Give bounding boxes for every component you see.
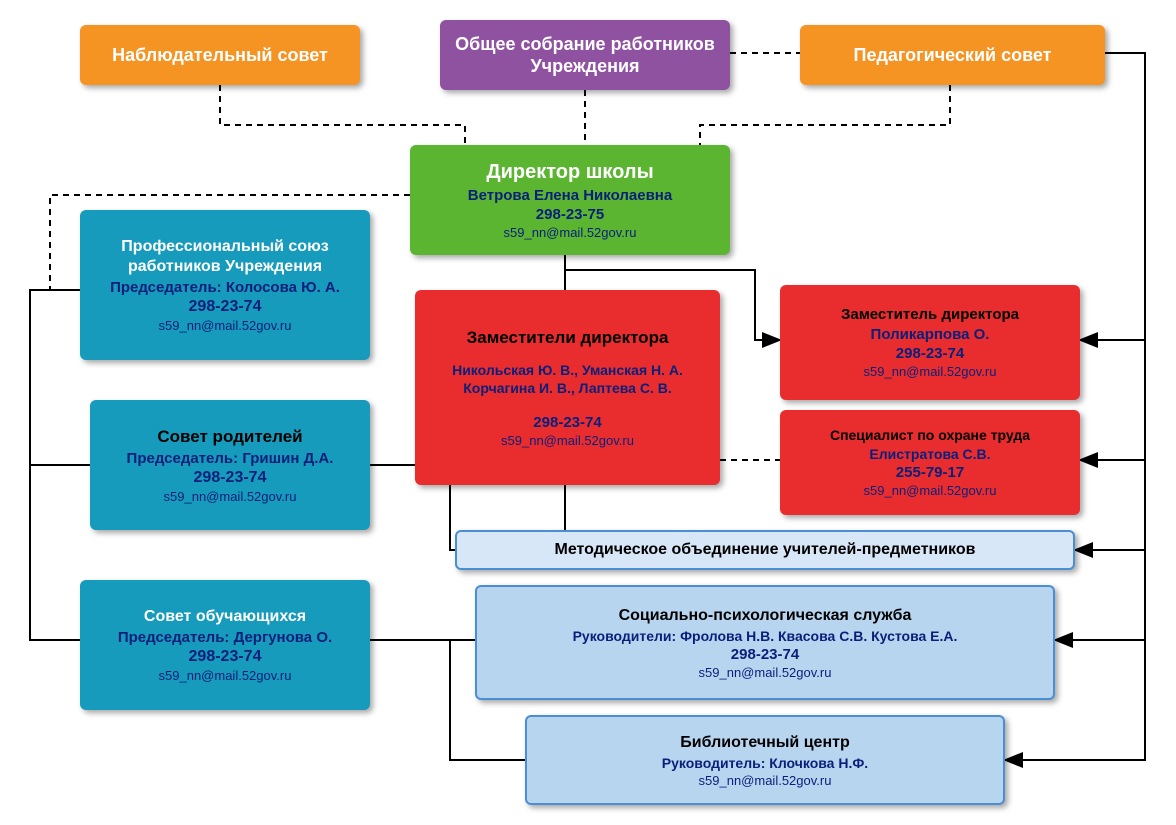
library-center-box: Библиотечный центр Руководитель: Клочков… [525, 715, 1005, 805]
students-council-box: Совет обучающихся Председатель: Дергунов… [80, 580, 370, 710]
safety-specialist-box: Специалист по охране труда Елистратова С… [780, 410, 1080, 515]
connector-edge [1075, 460, 1145, 550]
connector-edge [30, 290, 80, 640]
pedagogical-title: Педагогический совет [854, 44, 1052, 67]
general-assembly-box: Общее собрание работников Учреждения [440, 20, 730, 90]
parents-phone: 298-23-74 [102, 469, 358, 487]
pedagogical-council-box: Педагогический совет [800, 25, 1105, 85]
parents-email: s59_nn@mail.52gov.ru [102, 489, 358, 504]
safety-phone: 255-79-17 [792, 464, 1068, 481]
safety-name: Елистратова С.В. [792, 446, 1068, 462]
parents-title: Совет родителей [102, 426, 358, 447]
students-email: s59_nn@mail.52gov.ru [92, 668, 358, 683]
students-title: Совет обучающихся [92, 607, 358, 627]
parents-chair: Председатель: Гришин Д.А. [102, 450, 358, 467]
connector-edge [1080, 340, 1145, 460]
union-chair: Председатель: Колосова Ю. А. [92, 279, 358, 296]
deputies-names-1: Никольская Ю. В., Уманская Н. А. [427, 362, 708, 378]
deputy-director-box: Заместитель директора Поликарпова О. 298… [780, 285, 1080, 400]
social-psych-service-box: Социально-психологическая служба Руковод… [475, 585, 1055, 700]
director-name: Ветрова Елена Николаевна [422, 187, 718, 204]
library-leader: Руководитель: Клочкова Н.Ф. [539, 755, 991, 771]
social-phone: 298-23-74 [489, 646, 1041, 663]
students-chair: Председатель: Дергунова О. [92, 629, 358, 646]
methods-title: Методическое объединение учителей-предме… [555, 540, 976, 560]
safety-title: Специалист по охране труда [792, 427, 1068, 445]
deputies-title: Заместители директора [427, 327, 708, 348]
parents-council-box: Совет родителей Председатель: Гришин Д.А… [90, 400, 370, 530]
deputy2-email: s59_nn@mail.52gov.ru [792, 364, 1068, 379]
social-email: s59_nn@mail.52gov.ru [489, 665, 1041, 680]
deputies-email: s59_nn@mail.52gov.ru [427, 433, 708, 448]
deputies-phone: 298-23-74 [427, 414, 708, 431]
union-email: s59_nn@mail.52gov.ru [92, 318, 358, 333]
director-phone: 298-23-75 [422, 206, 718, 223]
social-title: Социально-психологическая служба [489, 606, 1041, 626]
connector-edge [700, 85, 950, 145]
library-title: Библиотечный центр [539, 733, 991, 753]
methodical-union-box: Методическое объединение учителей-предме… [455, 530, 1075, 570]
students-phone: 298-23-74 [92, 648, 358, 666]
union-box: Профессиональный союз работников Учрежде… [80, 210, 370, 360]
deputies-names-2: Корчагина И. В., Лаптева С. В. [427, 380, 708, 396]
deputy2-title: Заместитель директора [792, 306, 1068, 325]
deputies-box: Заместители директора Никольская Ю. В., … [415, 290, 720, 485]
connector-edge [1080, 53, 1145, 340]
director-email: s59_nn@mail.52gov.ru [422, 225, 718, 240]
director-box: Директор школы Ветрова Елена Николаевна … [410, 145, 730, 255]
director-title: Директор школы [422, 160, 718, 185]
deputy2-phone: 298-23-74 [792, 345, 1068, 362]
safety-email: s59_nn@mail.52gov.ru [792, 483, 1068, 498]
library-email: s59_nn@mail.52gov.ru [539, 773, 991, 788]
union-title: Профессиональный союз работников Учрежде… [92, 237, 358, 277]
social-leaders: Руководители: Фролова Н.В. Квасова С.В. … [489, 628, 1041, 644]
connector-edge [220, 85, 465, 145]
union-phone: 298-23-74 [92, 298, 358, 316]
deputy2-name: Поликарпова О. [792, 326, 1068, 343]
supervisory-board-box: Наблюдательный совет [80, 25, 360, 85]
assembly-title: Общее собрание работников Учреждения [452, 33, 718, 78]
supervisory-title: Наблюдательный совет [112, 44, 328, 67]
